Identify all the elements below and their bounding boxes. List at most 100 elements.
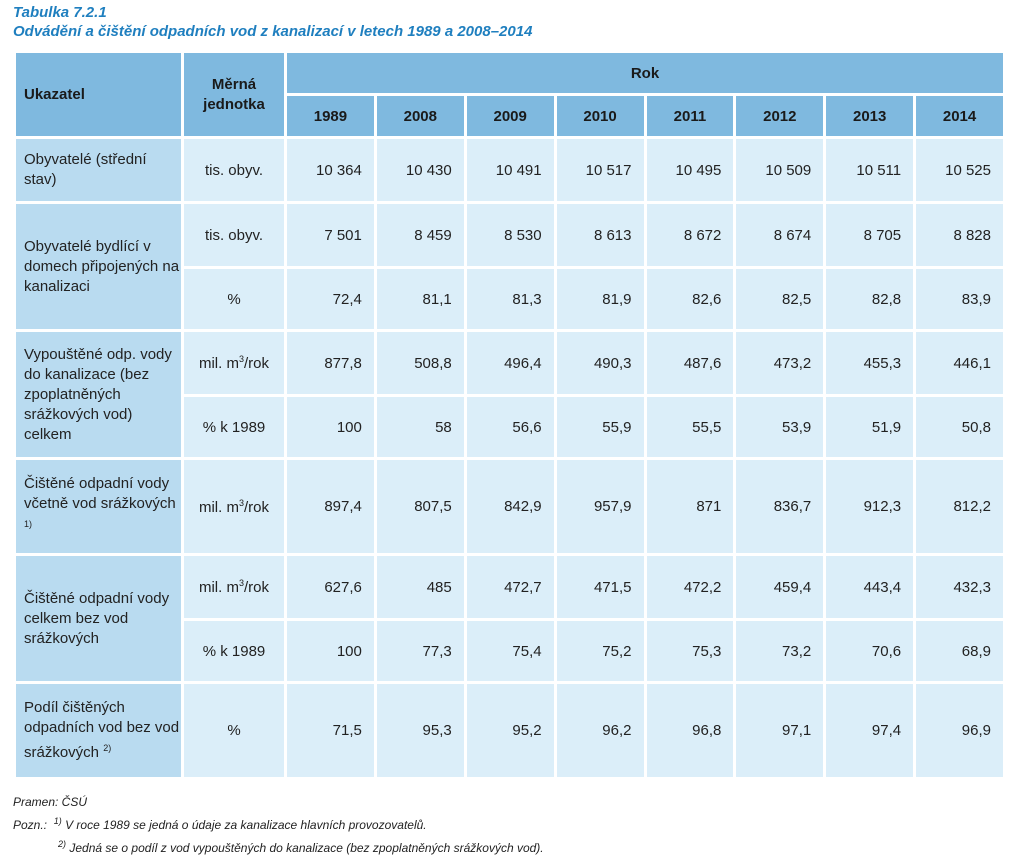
- table-body: Obyvatelé (střední stav) tis. obyv. 10 364…: [16, 139, 1003, 777]
- row-label-text: Podíl čištěných odpadních vod bez vod sr…: [24, 699, 180, 761]
- value-cell: 8 613: [556, 204, 644, 266]
- value-cell: 51,9: [826, 397, 914, 457]
- value-cell: 95,3: [376, 684, 464, 777]
- superscript: 3: [238, 578, 244, 588]
- value-cell: 81,1: [376, 269, 464, 329]
- value-cell: 496,4: [466, 332, 554, 394]
- value-cell: 8 705: [826, 204, 914, 266]
- source-note: Pramen: ČSÚ: [13, 795, 88, 809]
- value-cell: 471,5: [556, 556, 644, 618]
- table-row: Podíl čištěných odpadních vod bez vod sr…: [16, 684, 1003, 777]
- value-cell: 8 459: [376, 204, 464, 266]
- unit-cell: tis. obyv.: [184, 139, 284, 201]
- value-cell: 100: [287, 621, 374, 681]
- value-cell: 7 501: [287, 204, 374, 266]
- value-cell: 912,3: [826, 460, 914, 553]
- row-label: Obyvatelé bydlící v domech připojených n…: [16, 204, 181, 329]
- value-cell: 75,4: [466, 621, 554, 681]
- row-label: Vypouštěné odp. vody do kanalizace (bez …: [16, 332, 181, 457]
- value-cell: 82,6: [646, 269, 734, 329]
- superscript: 3: [238, 497, 244, 508]
- unit-cell: mil. m3/rok: [184, 460, 284, 553]
- superscript: 3: [238, 354, 244, 364]
- value-cell: 73,2: [736, 621, 824, 681]
- footnote-mark: 1): [24, 519, 33, 529]
- value-cell: 877,8: [287, 332, 374, 394]
- value-cell: 446,1: [916, 332, 1003, 394]
- value-cell: 10 509: [736, 139, 824, 201]
- value-cell: 58: [376, 397, 464, 457]
- value-cell: 627,6: [287, 556, 374, 618]
- unit-cell: mil. m3/rok: [184, 556, 284, 618]
- value-cell: 812,2: [916, 460, 1003, 553]
- value-cell: 55,9: [556, 397, 644, 457]
- table-row: Čištěné odpadní vody celkem bez vod sráž…: [16, 556, 1003, 681]
- header-indicator: Ukazatel: [16, 53, 181, 136]
- row-label: Čištěné odpadní vody celkem bez vod sráž…: [16, 556, 181, 681]
- header-year: 2010: [556, 96, 644, 136]
- value-cell: 95,2: [466, 684, 554, 777]
- table-row: % k 1989 100 58 56,6 55,9 55,5 53,9 51,9 50,8: [16, 397, 1003, 457]
- value-cell: 487,6: [646, 332, 734, 394]
- value-cell: 472,2: [646, 556, 734, 618]
- value-cell: 10 525: [916, 139, 1003, 201]
- value-cell: 77,3: [376, 621, 464, 681]
- value-cell: 97,1: [736, 684, 824, 777]
- footnote-1-text: V roce 1989 se jedná o údaje za kanaliza…: [65, 818, 427, 832]
- value-cell: 10 430: [376, 139, 464, 201]
- value-cell: 81,9: [556, 269, 644, 329]
- note-prefix: Pozn.:: [13, 818, 48, 832]
- footnote-2-mark: 2): [58, 839, 67, 849]
- value-cell: 70,6: [826, 621, 914, 681]
- value-cell: 490,3: [556, 332, 644, 394]
- unit-cell: mil. m3/rok: [184, 332, 284, 394]
- value-cell: 10 364: [287, 139, 374, 201]
- footnote-2: 2) Jedná se o podíl z vod vypouštěných d…: [13, 835, 544, 858]
- row-label-text: Vypouštěné odp. vody do kanalizace (bez …: [24, 345, 172, 443]
- value-cell: 473,2: [736, 332, 824, 394]
- value-cell: 432,3: [916, 556, 1003, 618]
- value-cell: 96,8: [646, 684, 734, 777]
- value-cell: 96,9: [916, 684, 1003, 777]
- value-cell: 82,8: [826, 269, 914, 329]
- value-cell: 10 511: [826, 139, 914, 201]
- unit-cell: %: [184, 269, 284, 329]
- footnote-2-text: Jedná se o podíl z vod vypouštěných do k…: [69, 841, 544, 855]
- value-cell: 842,9: [466, 460, 554, 553]
- value-cell: 8 530: [466, 204, 554, 266]
- value-cell: 836,7: [736, 460, 824, 553]
- table-title: Odvádění a čištění odpadních vod z kanal…: [13, 23, 533, 40]
- value-cell: 75,2: [556, 621, 644, 681]
- footnote-1-mark: 1): [53, 816, 62, 826]
- row-label-text: Obyvatelé bydlící v domech připojených n…: [24, 237, 180, 295]
- value-cell: 75,3: [646, 621, 734, 681]
- footnote-1: Pozn.: 1) V roce 1989 se jedná o údaje z…: [13, 812, 544, 835]
- value-cell: 100: [287, 397, 374, 457]
- header-year: 2013: [826, 96, 914, 136]
- unit-cell: %: [184, 684, 284, 777]
- value-cell: 10 517: [556, 139, 644, 201]
- value-cell: 8 828: [916, 204, 1003, 266]
- value-cell: 56,6: [466, 397, 554, 457]
- table-caption: Tabulka 7.2.1 Odvádění a čištění odpadní…: [13, 3, 532, 41]
- header-year: 2012: [736, 96, 824, 136]
- data-table: Ukazatel Měrná jednotka Rok 1989 2008 20…: [13, 50, 1006, 780]
- value-cell: 71,5: [287, 684, 374, 777]
- row-label: Čištěné odpadní vody včetně vod srážkový…: [16, 460, 181, 553]
- header-year: 2011: [646, 96, 734, 136]
- value-cell: 807,5: [376, 460, 464, 553]
- header-unit: Měrná jednotka: [184, 53, 284, 136]
- table-row: Vypouštěné odp. vody do kanalizace (bez …: [16, 332, 1003, 457]
- table-row: % k 1989 100 77,3 75,4 75,2 75,3 73,2 70,6 68,9: [16, 621, 1003, 681]
- row-label-text: Obyvatelé (střední stav): [24, 151, 147, 188]
- value-cell: 83,9: [916, 269, 1003, 329]
- value-cell: 897,4: [287, 460, 374, 553]
- value-cell: 82,5: [736, 269, 824, 329]
- unit-cell: % k 1989: [184, 397, 284, 457]
- value-cell: 8 672: [646, 204, 734, 266]
- value-cell: 96,2: [556, 684, 644, 777]
- value-cell: 8 674: [736, 204, 824, 266]
- header-year: 2008: [376, 96, 464, 136]
- header-year: 1989: [287, 96, 374, 136]
- row-label-text: Čištěné odpadní vody včetně vod srážkový…: [24, 475, 176, 512]
